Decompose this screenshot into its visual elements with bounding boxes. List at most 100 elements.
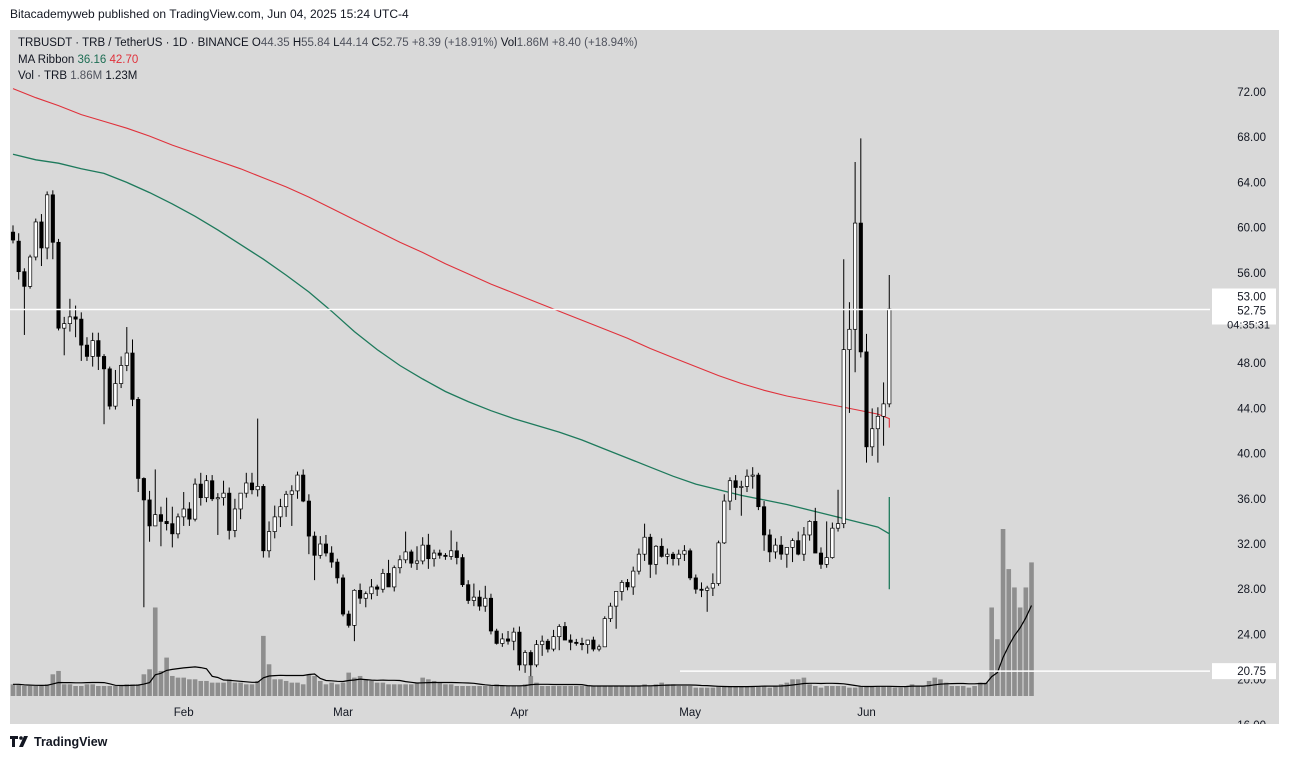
volume-bar <box>562 685 568 696</box>
volume-bar <box>420 677 425 696</box>
volume-bar <box>312 675 317 696</box>
candle-body <box>574 641 579 644</box>
candle-body <box>585 639 590 645</box>
candle <box>454 541 459 565</box>
candle-body <box>210 480 215 500</box>
candle <box>33 218 38 261</box>
candle <box>409 549 414 568</box>
candle <box>39 214 44 267</box>
volume-bar <box>568 685 573 696</box>
candle-body <box>716 542 721 584</box>
vol-change-value: +8.40 (+18.94%) <box>551 37 638 49</box>
price-lines: 53.00 52.75 04:35:31 20.75 <box>10 288 1276 680</box>
candle <box>750 467 755 489</box>
close-value: 52.75 <box>379 37 409 49</box>
volume-bar <box>818 687 824 696</box>
candle-body <box>642 536 647 555</box>
volume-label[interactable]: Vol · TRB <box>18 70 67 82</box>
candle <box>119 356 124 389</box>
candle-body <box>591 639 596 650</box>
volume-bar <box>847 687 852 696</box>
candle-body <box>267 531 272 552</box>
candle-body <box>380 573 385 590</box>
candle <box>204 475 209 503</box>
candle <box>232 498 237 538</box>
volume-bar <box>397 684 403 696</box>
candle <box>790 538 795 563</box>
candle-body <box>847 328 852 350</box>
vol-label: Vol <box>500 37 517 49</box>
candle-body <box>84 344 90 357</box>
volume-bar <box>209 682 215 696</box>
volume-bar <box>10 684 16 696</box>
chart-panel[interactable]: 72.00 68.00 64.00 60.00 56.00 48.00 44.00 40.00… <box>10 30 1279 724</box>
candle <box>887 275 892 408</box>
candle <box>710 573 715 596</box>
candle-body <box>39 221 44 249</box>
ma-slow-value: 42.70 <box>109 53 139 66</box>
candle <box>50 190 55 260</box>
symbol-line[interactable]: TRBUSDT · TRB / TetherUS · 1D · BINANCE <box>18 37 249 49</box>
volume-bar <box>249 684 255 696</box>
ma-label[interactable]: MA Ribbon <box>18 53 75 66</box>
volume-bar <box>96 685 101 696</box>
candle-body <box>858 222 863 353</box>
candle-body <box>853 222 858 330</box>
volume-bar <box>255 680 260 696</box>
candle-body <box>534 644 539 666</box>
candle-body <box>807 521 812 536</box>
candle <box>460 554 465 587</box>
candle-body <box>443 554 448 557</box>
volume-bar <box>300 684 306 696</box>
volume-bar <box>152 607 158 696</box>
candle <box>267 521 272 558</box>
price-chart[interactable]: 72.00 68.00 64.00 60.00 56.00 48.00 44.00 40.00… <box>10 30 1279 724</box>
volume-bar <box>409 684 414 696</box>
candle-body <box>602 618 607 648</box>
candle-body <box>141 478 146 501</box>
candle <box>403 531 408 564</box>
candle <box>807 520 812 541</box>
volume-bar <box>591 685 596 696</box>
volume-bar <box>522 684 528 696</box>
candle-body <box>255 486 260 491</box>
candle-body <box>579 643 585 645</box>
candle-body <box>875 415 880 430</box>
volume-bar <box>636 685 642 696</box>
volume-bar <box>926 680 932 696</box>
candle <box>249 472 255 495</box>
price-axis: 72.00 68.00 64.00 60.00 56.00 48.00 44.00 40.00… <box>1237 87 1266 724</box>
volume-bar <box>983 682 989 696</box>
volume-bar <box>61 684 67 696</box>
volume-bar <box>454 685 460 696</box>
candle-body <box>881 403 886 417</box>
footer-brand[interactable]: TradingView <box>34 735 108 749</box>
volume-bar <box>317 680 323 696</box>
high-label: H <box>292 37 302 49</box>
candle-body <box>346 613 351 626</box>
price-tag-above: 53.00 <box>1237 292 1266 304</box>
volume-bar <box>33 685 39 696</box>
candle <box>101 354 107 425</box>
candle-body <box>306 500 311 537</box>
candle-body <box>562 626 567 641</box>
candle <box>483 585 488 612</box>
candle <box>136 397 141 493</box>
volume-bar <box>403 684 408 696</box>
volume-bar <box>426 679 431 696</box>
candle-body <box>363 593 368 599</box>
candle <box>631 566 636 595</box>
candle-body <box>471 596 476 601</box>
volume-bar <box>875 685 881 696</box>
candle <box>193 478 198 522</box>
candle-body <box>773 544 778 553</box>
volume-bar <box>972 685 977 696</box>
candle-body <box>688 550 693 579</box>
candle-body <box>289 490 294 495</box>
candle <box>170 506 175 548</box>
candle <box>67 298 72 332</box>
candle <box>397 555 402 574</box>
volume-bar <box>78 685 84 696</box>
volume-bar <box>761 685 767 696</box>
volume-bar <box>710 687 716 696</box>
